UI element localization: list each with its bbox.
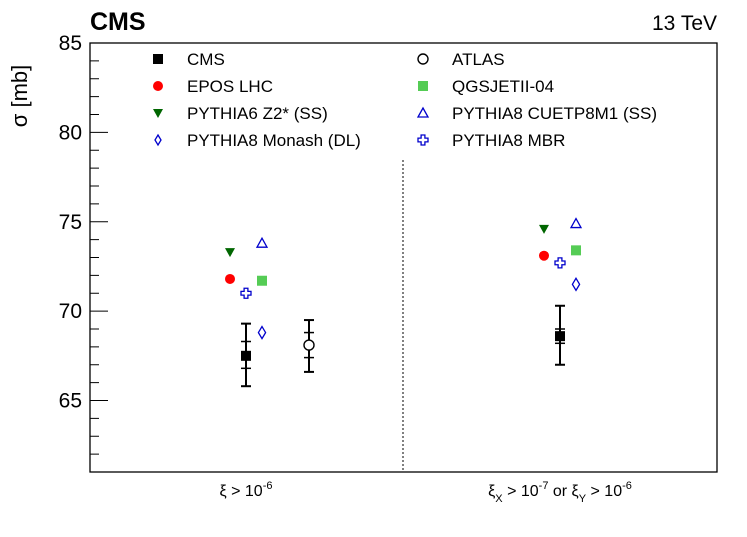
data-point [554,257,566,269]
legend-marker [416,106,430,118]
y-axis-label: σ [mb] [7,65,32,127]
y-tick-label: 85 [59,32,82,55]
data-point [303,339,315,351]
energy-label: 13 TeV [652,12,717,35]
legend-marker [417,53,429,65]
data-point [225,248,235,258]
data-point [257,275,267,286]
data-point [571,245,581,256]
legend-label: EPOS LHC [187,77,273,96]
y-tick-label: 80 [59,121,82,144]
legend-label: ATLAS [452,50,505,69]
data-point [539,250,549,261]
legend-marker [154,133,162,147]
y-tick-label: 75 [59,211,82,234]
legend-marker [153,81,163,91]
category-label-1: ξX > 10-7 or ξY > 10-6 [488,480,632,505]
category-label-0: ξ > 10-6 [220,480,273,500]
legend-marker [418,81,428,91]
y-tick-label: 70 [59,300,82,323]
data-point [255,236,269,248]
experiment-label: CMS [90,8,146,36]
data-point [240,287,252,299]
data-point [257,325,267,340]
legend-label: PYTHIA8 MBR [452,131,565,150]
legend-label: PYTHIA6 Z2* (SS) [187,104,328,123]
data-point [225,273,235,284]
data-point [571,277,581,292]
legend-label: QGSJETII-04 [452,77,554,96]
data-point [555,331,565,342]
legend-marker [153,109,163,118]
legend-label: CMS [187,50,225,69]
legend-label: PYTHIA8 CUETP8M1 (SS) [452,104,657,123]
legend: CMS ATLAS EPOS LHC QGSJETII-04 PYTHIA6 Z2* (… [153,50,657,150]
legend-label: PYTHIA8 Monash (DL) [187,131,361,150]
legend-marker [417,134,429,146]
data-point [241,350,251,361]
data-point [569,217,583,229]
y-tick-label: 65 [59,390,82,413]
data-point [539,224,549,234]
legend-marker [153,54,163,64]
